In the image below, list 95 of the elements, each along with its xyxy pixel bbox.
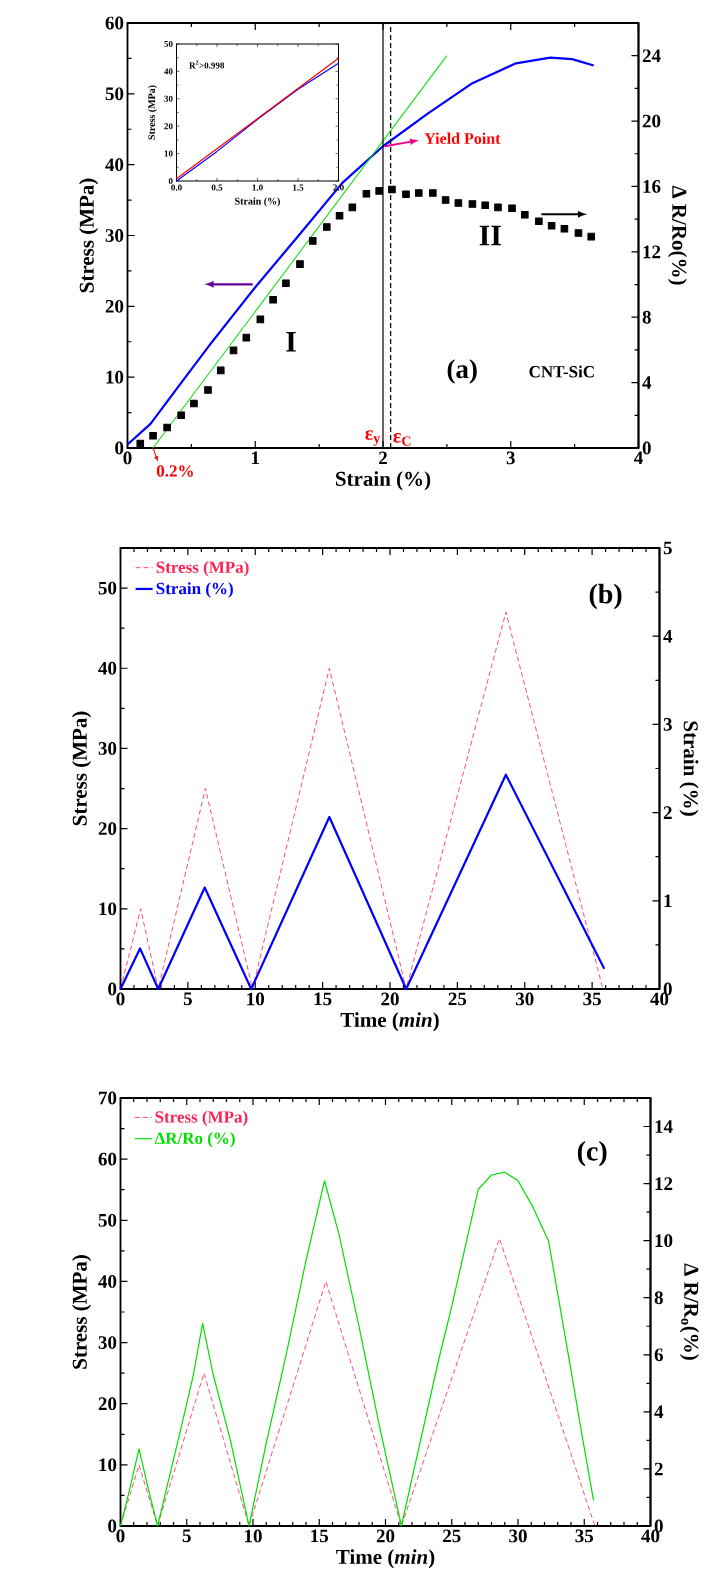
y2-tick-label: 5 xyxy=(663,541,672,555)
y2-tick-label: 10 xyxy=(655,1234,673,1248)
x-tick-label: 4 xyxy=(633,451,643,465)
x-tick-label: 3 xyxy=(506,451,515,465)
y2-tick-label: 8 xyxy=(642,310,651,324)
x-tick-label: 1 xyxy=(251,451,259,465)
x-tick-label: 1.0 xyxy=(252,184,263,191)
x-tick-label: 25 xyxy=(442,1529,461,1543)
x-axis-title: Strain (%) xyxy=(335,471,430,491)
annotation: Yield Point xyxy=(424,132,501,144)
y2-tick-label: 4 xyxy=(654,1405,663,1419)
y-tick-label: 40 xyxy=(163,68,173,75)
ref-line-label: ε$_{y}$ xyxy=(365,430,380,446)
y-tick-label: 10 xyxy=(99,1458,116,1472)
y-tick-label: 70 xyxy=(98,1091,116,1105)
x-tick-label: 0.5 xyxy=(211,184,223,191)
legend-label: Strain (%) xyxy=(156,582,233,598)
y2-axis-title: Δ R/R$_{o}$(%) xyxy=(679,1263,699,1360)
y-axis-title: Stress (MPa) xyxy=(78,178,98,293)
annotation: 0.2% xyxy=(156,465,193,477)
y-tick-label: 40 xyxy=(105,158,123,172)
legend-label: ΔR/Ro (%) xyxy=(154,1132,235,1148)
y2-tick-label: 2 xyxy=(663,806,672,819)
y2-tick-label: 4 xyxy=(663,629,672,643)
annotation: II xyxy=(479,225,501,246)
ref-line-label: ε$_{C}$ xyxy=(393,433,411,446)
x-tick-label: 35 xyxy=(575,1529,593,1543)
x-tick-label: 30 xyxy=(515,992,534,1006)
y-tick-label: 0 xyxy=(114,441,123,455)
y2-tick-label: 14 xyxy=(655,1120,673,1133)
annotation: (a) xyxy=(447,359,477,384)
y2-tick-label: 16 xyxy=(643,180,661,193)
y2-tick-label: 12 xyxy=(655,1177,672,1190)
x-tick-label: 0.0 xyxy=(170,184,182,191)
x-tick-label: 20 xyxy=(381,992,399,1006)
y2-tick-label: 4 xyxy=(642,376,651,389)
y-tick-label: 50 xyxy=(164,40,173,48)
x-tick-label: 10 xyxy=(247,992,264,1006)
annotation: (c) xyxy=(577,1140,607,1167)
annotation: (b) xyxy=(589,583,622,610)
x-tick-label: 35 xyxy=(583,992,601,1006)
y-tick-label: 60 xyxy=(98,1152,116,1166)
x-axis-title: Time (min) xyxy=(335,1549,435,1569)
y2-tick-label: 0 xyxy=(642,441,651,455)
y-tick-label: 30 xyxy=(98,1336,116,1349)
y-tick-label: 60 xyxy=(105,16,123,30)
x-tick-label: 2 xyxy=(378,451,387,465)
legend-label: Stress (MPa) xyxy=(156,561,249,577)
x-tick-label: 1.5 xyxy=(292,184,304,191)
y2-tick-label: 24 xyxy=(642,49,661,62)
x-tick-label: 30 xyxy=(508,1529,527,1543)
y-tick-label: 10 xyxy=(164,150,173,157)
y2-axis-title: Strain (%) xyxy=(679,721,699,816)
y-tick-label: 10 xyxy=(106,370,123,384)
x-tick-label: 15 xyxy=(314,992,332,1006)
legend-label: Stress (MPa) xyxy=(155,1110,248,1127)
y-tick-label: 50 xyxy=(98,1213,116,1227)
y-tick-label: 30 xyxy=(164,95,173,102)
x-tick-label: 5 xyxy=(183,992,192,1006)
y-tick-label: 40 xyxy=(98,661,116,675)
y-tick-label: 50 xyxy=(98,581,116,595)
x-axis-title: Time (min) xyxy=(340,1012,439,1032)
y-tick-label: 20 xyxy=(105,299,123,313)
y-tick-label: 0 xyxy=(168,177,173,185)
y2-tick-label: 12 xyxy=(643,245,660,259)
x-tick-label: 25 xyxy=(448,992,466,1006)
y2-tick-label: 20 xyxy=(642,114,661,128)
y2-tick-label: 8 xyxy=(654,1291,663,1305)
y-tick-label: 50 xyxy=(105,87,123,101)
x-tick-label: 10 xyxy=(244,1529,262,1543)
y-tick-label: 40 xyxy=(98,1275,116,1288)
x-axis-title: Strain (%) xyxy=(234,197,280,207)
y-axis-title: Stress (MPa) xyxy=(71,1255,91,1369)
y2-tick-label: 2 xyxy=(654,1462,663,1476)
y-axis-title: Stress (MPa) xyxy=(71,711,91,826)
y2-tick-label: 1 xyxy=(664,894,672,908)
x-tick-label: 20 xyxy=(376,1529,395,1543)
y-tick-label: 20 xyxy=(164,123,173,130)
y-tick-label: 20 xyxy=(98,822,116,836)
x-tick-label: 15 xyxy=(311,1529,328,1543)
y-tick-label: 0 xyxy=(107,982,116,996)
y2-tick-label: 6 xyxy=(654,1348,663,1362)
x-tick-label: 0 xyxy=(123,451,132,465)
y-tick-label: 30 xyxy=(105,229,123,242)
y-tick-label: 0 xyxy=(107,1519,116,1533)
y-axis-title: Stress (MPa) xyxy=(147,85,157,140)
annotation: R$^{2}$>0.998 xyxy=(188,60,224,69)
y-tick-label: 30 xyxy=(98,742,116,755)
y-tick-label: 20 xyxy=(98,1397,116,1411)
annotation: I xyxy=(285,331,296,352)
y2-axis-title: Δ R/Ro(%) xyxy=(667,185,687,285)
annotation: CNT-SiC xyxy=(529,365,594,378)
y-tick-label: 10 xyxy=(99,902,116,916)
x-tick-label: 5 xyxy=(182,1529,191,1543)
y2-tick-label: 3 xyxy=(663,718,672,731)
